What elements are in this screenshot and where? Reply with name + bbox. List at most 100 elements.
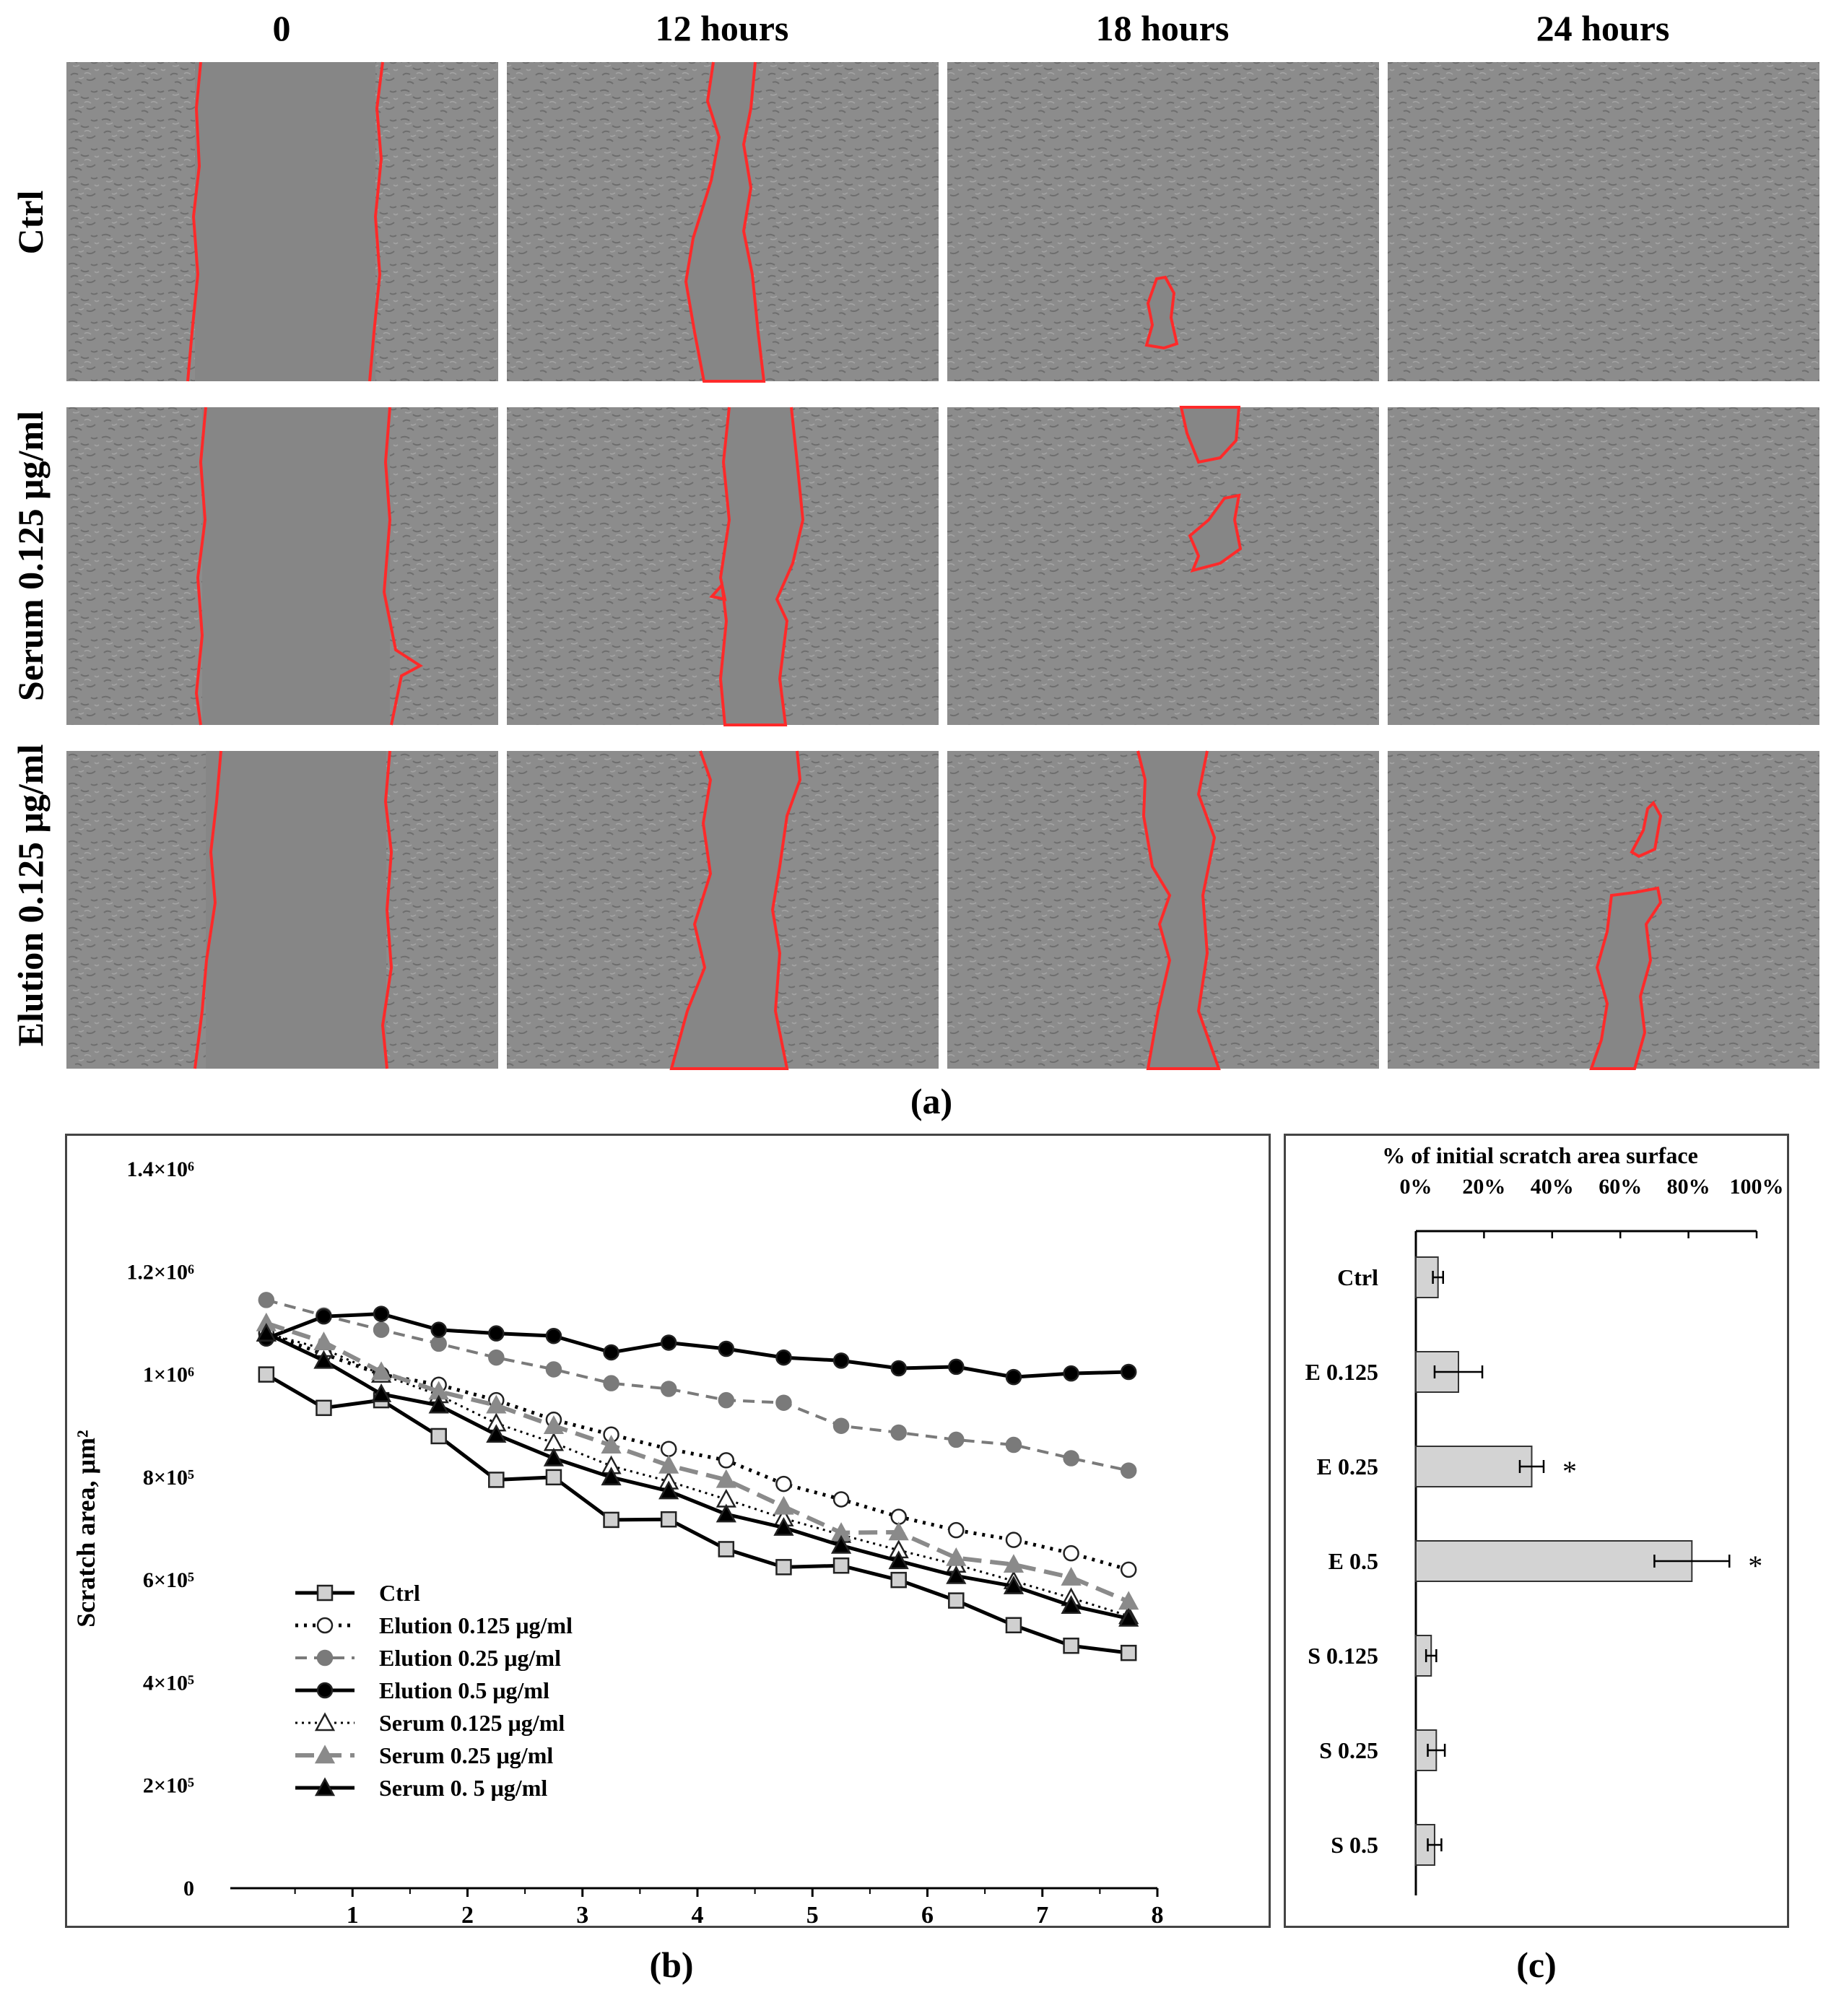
data-point	[1005, 1531, 1022, 1548]
data-point	[543, 1415, 565, 1434]
data-point	[718, 1541, 735, 1557]
bar-row: S 0.5	[1331, 1824, 1443, 1866]
series-5: Serum 0.125 μg/ml	[256, 1323, 1139, 1736]
data-point	[313, 1331, 334, 1351]
data-point	[832, 1417, 850, 1434]
line-chart: 1 2 3 4 5 6 7 8 0 2×10⁵ 4×10⁵ 6×10⁵ 8×10⁵ 1×10⁶ 1.2×10…	[71, 1157, 1164, 1955]
data-point	[1061, 1566, 1082, 1586]
x-tick-label: 3	[576, 1902, 588, 1926]
data-point	[718, 1391, 735, 1409]
data-point	[313, 1350, 334, 1369]
column-title-0: 0	[272, 8, 291, 48]
significance-mark: *	[1562, 1455, 1577, 1487]
series-line	[265, 1321, 1130, 1604]
data-point	[832, 1352, 850, 1369]
data-point	[373, 1305, 390, 1322]
bar-row: E 0.5 *	[1328, 1540, 1762, 1582]
data-point	[601, 1435, 622, 1454]
legend-marker	[314, 1745, 336, 1764]
data-point	[1005, 1368, 1022, 1386]
data-point	[890, 1424, 907, 1441]
data-point	[373, 1321, 390, 1338]
bar-chart: % of initial scratch area surface 0% 20% 40…	[1305, 1142, 1784, 1895]
data-point	[543, 1432, 565, 1451]
data-point	[775, 1349, 792, 1366]
significance-mark: *	[1748, 1550, 1762, 1582]
data-point	[1120, 1363, 1137, 1381]
data-point	[946, 1565, 967, 1584]
data-point	[1003, 1554, 1025, 1573]
legend-marker	[314, 1777, 336, 1796]
x-tick-label: 6	[921, 1902, 934, 1926]
scratch-outline	[684, 61, 766, 383]
series-line	[266, 1298, 1129, 1472]
category-label: E 0.5	[1328, 1548, 1378, 1574]
legend-label: Elution 0.25 μg/ml	[379, 1645, 561, 1671]
data-point	[258, 1366, 275, 1383]
column-title-12-hours: 12 hours	[655, 8, 789, 48]
series-4: Elution 0.5 μg/ml	[258, 1305, 1137, 1703]
micrograph-grid	[66, 61, 1819, 1070]
bar-chart-frame: % of initial scratch area surface 0% 20% 40…	[1284, 1134, 1789, 1928]
line-chart-frame: 1 2 3 4 5 6 7 8 0 2×10⁵ 4×10⁵ 6×10⁵ 8×10⁵ 1×10⁶ 1.2×10…	[65, 1134, 1271, 1955]
micrograph-row-elution	[66, 750, 1819, 1070]
scratch-outline	[1188, 493, 1243, 573]
legend-marker	[316, 1617, 334, 1634]
data-point	[773, 1495, 794, 1515]
y-tick-label: 8×10⁵	[143, 1466, 194, 1490]
data-point	[1003, 1576, 1025, 1594]
y-tick-label: 1.4×10⁶	[126, 1157, 194, 1181]
data-point	[716, 1469, 736, 1488]
data-point	[948, 1592, 965, 1609]
panel-label-a: (a)	[910, 1081, 953, 1121]
series-1: Ctrl	[258, 1366, 1137, 1661]
x-tick-label: 60%	[1599, 1175, 1642, 1199]
scratch-outline	[1136, 750, 1221, 1070]
scratch-outline	[1144, 275, 1179, 350]
x-tick-label: 80%	[1667, 1175, 1710, 1199]
data-point	[948, 1431, 965, 1448]
micrograph-row-serum	[66, 406, 1819, 726]
data-point	[256, 1323, 277, 1342]
series-line	[265, 1373, 1129, 1655]
data-point	[658, 1454, 679, 1474]
data-point	[775, 1559, 792, 1576]
micrograph-serum-24h	[1388, 407, 1819, 725]
x-tick-label: 2	[461, 1902, 474, 1926]
scratch-outline	[368, 61, 384, 382]
legend-label: Elution 0.5 μg/ml	[379, 1677, 549, 1703]
series-line	[265, 1331, 1129, 1572]
data-point	[316, 1399, 332, 1417]
category-label: E 0.25	[1317, 1454, 1378, 1480]
y-tick-label: 0	[183, 1877, 194, 1900]
legend-label: Serum 0.25 μg/ml	[379, 1742, 553, 1768]
x-tick-label: 0%	[1400, 1175, 1432, 1199]
scratch-outline	[382, 407, 423, 726]
data-point	[601, 1467, 622, 1486]
data-point	[775, 1475, 792, 1493]
legend-label: Ctrl	[379, 1580, 420, 1606]
x-tick-label: 40%	[1531, 1175, 1574, 1199]
data-point	[832, 1491, 850, 1508]
bar	[1415, 1540, 1693, 1582]
data-point	[486, 1394, 507, 1414]
y-tick-label: 2×10⁵	[143, 1774, 194, 1798]
scratch-outline	[1589, 886, 1663, 1070]
data-point	[830, 1534, 852, 1554]
y-tick-label: 1.2×10⁶	[126, 1260, 194, 1284]
data-point	[488, 1325, 505, 1342]
y-tick-label: 4×10⁵	[143, 1671, 194, 1695]
data-point	[428, 1394, 449, 1414]
micrograph-row-ctrl	[66, 61, 1819, 383]
data-point	[1063, 1365, 1079, 1382]
data-point	[1063, 1544, 1079, 1562]
category-label: E 0.125	[1305, 1359, 1378, 1385]
data-point	[316, 1308, 332, 1325]
data-point	[545, 1469, 562, 1486]
data-point	[430, 1428, 447, 1445]
data-point	[1005, 1436, 1022, 1454]
bar-chart-title: % of initial scratch area surface	[1382, 1142, 1698, 1168]
series-6: Serum 0.25 μg/ml	[256, 1312, 1139, 1768]
micrograph-ctrl-24h	[1388, 62, 1819, 381]
data-point	[773, 1516, 794, 1536]
